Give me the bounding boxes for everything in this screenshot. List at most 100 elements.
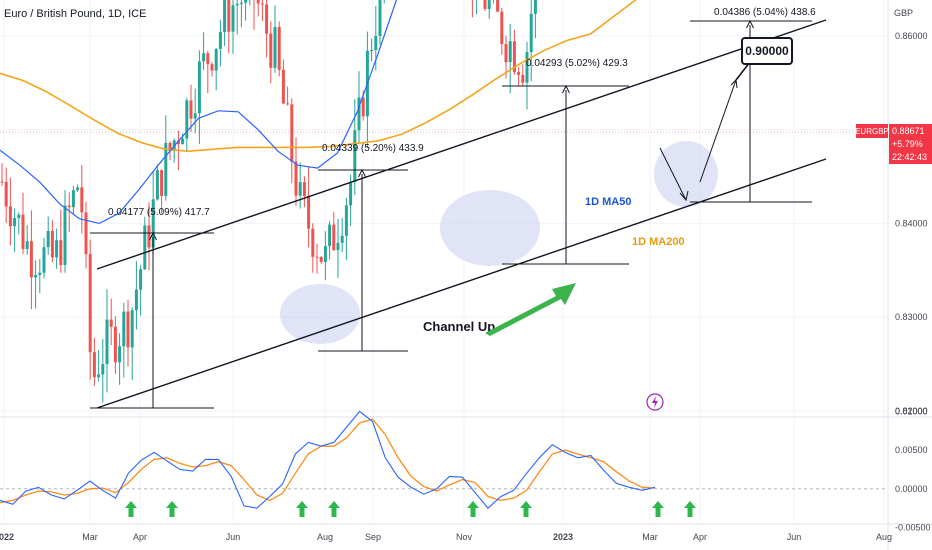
candle [50, 220, 54, 263]
price-tick-label: 0.86000 [895, 31, 928, 41]
candle [281, 59, 285, 105]
candle-body [0, 181, 4, 183]
candle-body [67, 205, 71, 208]
oscillator-tick-label: 0.00500 [895, 445, 928, 455]
consolidation-ellipse [654, 141, 718, 207]
candle-body [29, 241, 33, 278]
candle [105, 289, 109, 393]
candle [500, 7, 504, 55]
candle [315, 243, 319, 274]
candle [55, 228, 59, 269]
candle-body [71, 190, 75, 208]
candle-body [508, 41, 512, 63]
candle-body [197, 61, 201, 114]
candle [223, 0, 227, 46]
ma50-label: 1D MA50 [585, 196, 631, 208]
range-measure: 0.04293 (5.02%) 429.3 [502, 58, 629, 265]
time-tick-label: Aug [317, 532, 333, 542]
time-tick-label: Nov [456, 532, 473, 542]
candle [109, 298, 113, 345]
candle-body [126, 311, 130, 348]
candle-body [113, 326, 117, 363]
candle-body [235, 3, 239, 6]
ma50-line [0, 0, 398, 225]
candle [29, 210, 33, 310]
current-price: 0.88671 [892, 126, 925, 136]
bar-countdown: 22:42:43 [892, 152, 927, 162]
candle [378, 0, 382, 46]
candle [311, 223, 315, 273]
candle [8, 177, 12, 246]
candle [17, 212, 21, 235]
time-scale[interactable]: 2022 Mar Apr Jun Aug Sep Nov 2023 Mar Apr Jun Aug [0, 532, 892, 542]
candle-body [311, 228, 315, 257]
buy-arrow-icon [684, 501, 696, 517]
candle [97, 350, 101, 382]
candle [130, 307, 134, 380]
candle [143, 216, 147, 271]
candle-body [17, 214, 21, 219]
candle-body [336, 242, 340, 251]
candle-body [504, 44, 508, 63]
candle-body [315, 256, 319, 258]
buy-arrow-icon [125, 501, 137, 517]
candle [525, 41, 529, 110]
candle [13, 208, 17, 252]
candle-body [105, 319, 109, 365]
time-tick-label: 2022 [0, 532, 14, 542]
candle-body [227, 0, 231, 32]
candle-body [130, 310, 134, 348]
candle-body [4, 182, 8, 207]
candle [189, 84, 193, 133]
candle-body [50, 231, 54, 258]
time-tick-label: Jun [787, 532, 802, 542]
candle-body [13, 218, 17, 227]
candle [471, 0, 473, 18]
candle-body [328, 224, 332, 247]
candle [496, 0, 500, 13]
candle-body [42, 247, 46, 273]
candle-body [218, 32, 222, 49]
candle-body [378, 0, 382, 37]
candle [218, 19, 222, 67]
candle [38, 258, 42, 294]
candle [227, 0, 231, 54]
candle-body [496, 0, 500, 12]
candle [80, 165, 84, 234]
candle-body [206, 53, 210, 65]
candle [21, 192, 25, 255]
candle [239, 0, 243, 27]
buy-arrow-icon [328, 501, 340, 517]
channel-up-arrow [485, 283, 576, 336]
projection-line-up [699, 79, 737, 183]
candle [517, 67, 521, 86]
candle-body [349, 182, 353, 206]
candle [206, 50, 210, 94]
range-arrowhead [562, 84, 570, 94]
candle-body [97, 374, 101, 378]
range-arrowhead [149, 231, 157, 241]
symbol-tag [856, 124, 888, 138]
candle [365, 31, 369, 148]
candle-body [176, 140, 180, 145]
candle-body [344, 205, 348, 236]
candle [244, 0, 248, 21]
candle [84, 201, 88, 269]
candle [59, 209, 63, 273]
candle-body [122, 311, 126, 347]
candle [76, 184, 80, 192]
buy-arrow-icon [652, 501, 664, 517]
candle [139, 265, 143, 316]
candle [210, 61, 214, 77]
candle-body [281, 69, 285, 104]
price-scale[interactable]: GBP0.910000.900000.890000.880000.870000.… [894, 0, 931, 533]
candle [193, 88, 197, 134]
candle [249, 0, 251, 6]
candle [323, 231, 327, 281]
candle-body [34, 274, 38, 278]
oscillator-tick-label: 0.01000 [895, 406, 928, 416]
consolidation-ellipse [280, 284, 360, 344]
lightning-icon[interactable] [646, 393, 664, 411]
candle [504, 35, 508, 79]
